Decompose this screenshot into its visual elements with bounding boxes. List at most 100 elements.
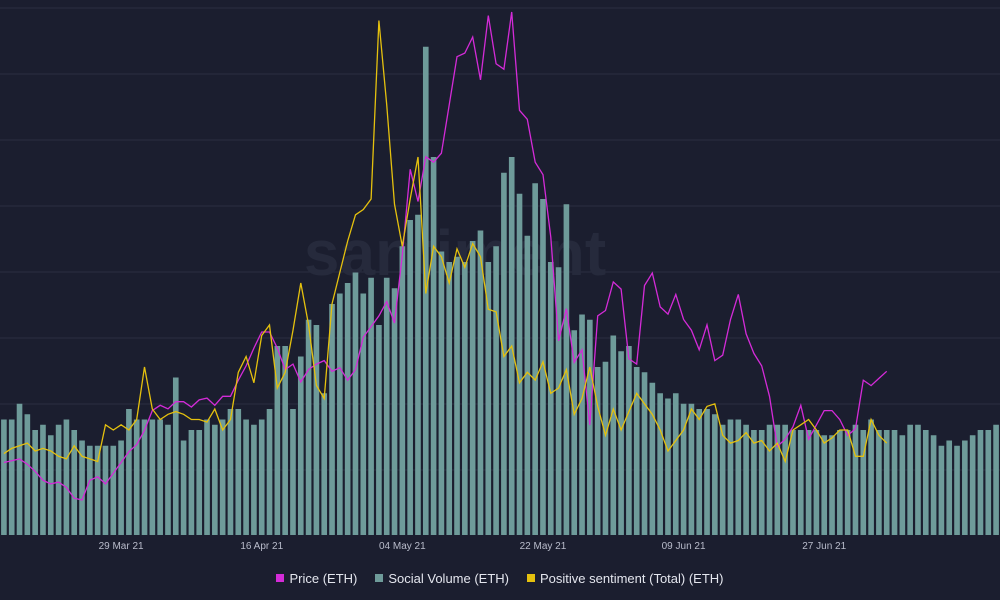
- social-volume-bar[interactable]: [71, 430, 78, 535]
- social-volume-bar[interactable]: [712, 414, 718, 535]
- social-volume-bar[interactable]: [547, 262, 554, 535]
- social-volume-bar[interactable]: [962, 440, 968, 536]
- social-volume-bar[interactable]: [751, 430, 757, 535]
- legend-item-social-volume[interactable]: Social Volume (ETH): [375, 571, 509, 586]
- social-volume-bar[interactable]: [360, 293, 367, 536]
- social-volume-bar[interactable]: [454, 256, 460, 535]
- social-volume-bar[interactable]: [727, 419, 734, 536]
- social-volume-bar[interactable]: [415, 214, 421, 535]
- social-volume-bar[interactable]: [321, 393, 328, 535]
- social-volume-bar[interactable]: [805, 430, 812, 535]
- social-volume-bar[interactable]: [196, 430, 203, 535]
- social-volume-bar[interactable]: [680, 403, 687, 535]
- legend-item-price[interactable]: Price (ETH): [276, 571, 357, 586]
- social-volume-bar[interactable]: [813, 430, 820, 535]
- social-volume-bar[interactable]: [493, 246, 499, 535]
- social-volume-bar[interactable]: [133, 419, 140, 536]
- social-volume-bar[interactable]: [344, 283, 351, 535]
- social-volume-bar[interactable]: [462, 262, 468, 535]
- social-volume-bar[interactable]: [977, 430, 984, 535]
- social-volume-bar[interactable]: [430, 157, 437, 535]
- social-volume-bar[interactable]: [290, 409, 296, 535]
- social-volume-bar[interactable]: [696, 409, 703, 535]
- social-volume-bar[interactable]: [891, 430, 898, 535]
- social-volume-bar[interactable]: [922, 430, 929, 535]
- social-volume-bar[interactable]: [477, 230, 484, 536]
- social-volume-bar[interactable]: [641, 372, 648, 535]
- social-volume-bar[interactable]: [399, 246, 406, 535]
- social-volume-bar[interactable]: [837, 430, 843, 535]
- social-volume-bar[interactable]: [930, 435, 937, 535]
- social-volume-bar[interactable]: [188, 430, 195, 535]
- social-volume-bar[interactable]: [571, 330, 578, 535]
- social-volume-bar[interactable]: [969, 435, 976, 535]
- social-volume-bar[interactable]: [774, 424, 781, 535]
- social-volume-bar[interactable]: [938, 445, 945, 535]
- social-volume-bar[interactable]: [860, 430, 867, 535]
- social-volume-bar[interactable]: [594, 367, 601, 535]
- social-volume-bar[interactable]: [524, 235, 531, 535]
- social-volume-bar[interactable]: [165, 424, 171, 535]
- social-volume-bar[interactable]: [8, 419, 15, 536]
- social-volume-bar[interactable]: [212, 424, 218, 535]
- social-volume-bar[interactable]: [915, 424, 921, 535]
- social-volume-bar[interactable]: [297, 356, 304, 536]
- social-volume-bar[interactable]: [649, 382, 656, 535]
- social-volume-bar[interactable]: [469, 241, 476, 535]
- social-volume-bar[interactable]: [821, 435, 828, 535]
- social-volume-bar[interactable]: [47, 435, 54, 535]
- social-volume-bar[interactable]: [844, 430, 851, 535]
- social-volume-bar[interactable]: [16, 403, 23, 535]
- social-volume-bar[interactable]: [587, 319, 593, 535]
- social-volume-bar[interactable]: [337, 293, 343, 536]
- social-volume-bar[interactable]: [266, 409, 273, 535]
- social-volume-bar[interactable]: [1, 419, 7, 536]
- social-volume-bar[interactable]: [204, 419, 210, 536]
- social-volume-bar[interactable]: [665, 398, 671, 536]
- social-volume-bar[interactable]: [672, 393, 679, 535]
- social-volume-bar[interactable]: [172, 377, 179, 536]
- social-volume-bar[interactable]: [852, 424, 859, 535]
- social-volume-bar[interactable]: [102, 445, 109, 535]
- social-volume-bar[interactable]: [985, 430, 992, 535]
- social-volume-bar[interactable]: [352, 272, 359, 536]
- social-volume-bar[interactable]: [227, 409, 234, 535]
- social-volume-bar[interactable]: [282, 346, 288, 535]
- social-volume-bar[interactable]: [719, 424, 726, 535]
- social-volume-bar[interactable]: [24, 414, 31, 535]
- social-volume-bar[interactable]: [305, 319, 312, 535]
- social-volume-bar[interactable]: [157, 419, 163, 536]
- social-volume-bar[interactable]: [438, 251, 445, 536]
- social-volume-bar[interactable]: [555, 267, 562, 535]
- social-volume-bar[interactable]: [94, 445, 101, 535]
- social-volume-bar[interactable]: [626, 346, 632, 535]
- social-volume-bar[interactable]: [610, 335, 617, 536]
- social-volume-bar[interactable]: [126, 409, 132, 535]
- social-volume-bar[interactable]: [391, 288, 398, 535]
- social-volume-bar[interactable]: [735, 419, 742, 536]
- social-volume-bar[interactable]: [657, 393, 663, 535]
- social-volume-bar[interactable]: [633, 367, 640, 535]
- social-volume-bar[interactable]: [766, 424, 773, 535]
- social-volume-bar[interactable]: [704, 409, 710, 535]
- social-volume-bar[interactable]: [790, 430, 796, 535]
- social-volume-bar[interactable]: [235, 409, 242, 535]
- social-volume-bar[interactable]: [149, 419, 156, 536]
- social-volume-bar[interactable]: [407, 220, 413, 535]
- social-volume-bar[interactable]: [141, 419, 148, 536]
- social-volume-bar[interactable]: [782, 424, 788, 535]
- social-volume-bar[interactable]: [251, 424, 257, 535]
- social-volume-bar[interactable]: [118, 440, 124, 536]
- legend-item-sentiment[interactable]: Positive sentiment (Total) (ETH): [527, 571, 724, 586]
- social-volume-bar[interactable]: [954, 445, 960, 535]
- social-volume-bar[interactable]: [219, 419, 226, 536]
- social-volume-bar[interactable]: [579, 314, 585, 536]
- social-volume-bar[interactable]: [602, 361, 609, 535]
- social-volume-bar[interactable]: [313, 325, 320, 535]
- social-volume-bar[interactable]: [688, 403, 695, 535]
- social-volume-bar[interactable]: [485, 262, 492, 535]
- social-volume-bar[interactable]: [876, 430, 882, 535]
- social-volume-bar[interactable]: [907, 424, 913, 535]
- social-volume-bar[interactable]: [180, 440, 187, 536]
- social-volume-bar[interactable]: [829, 435, 835, 535]
